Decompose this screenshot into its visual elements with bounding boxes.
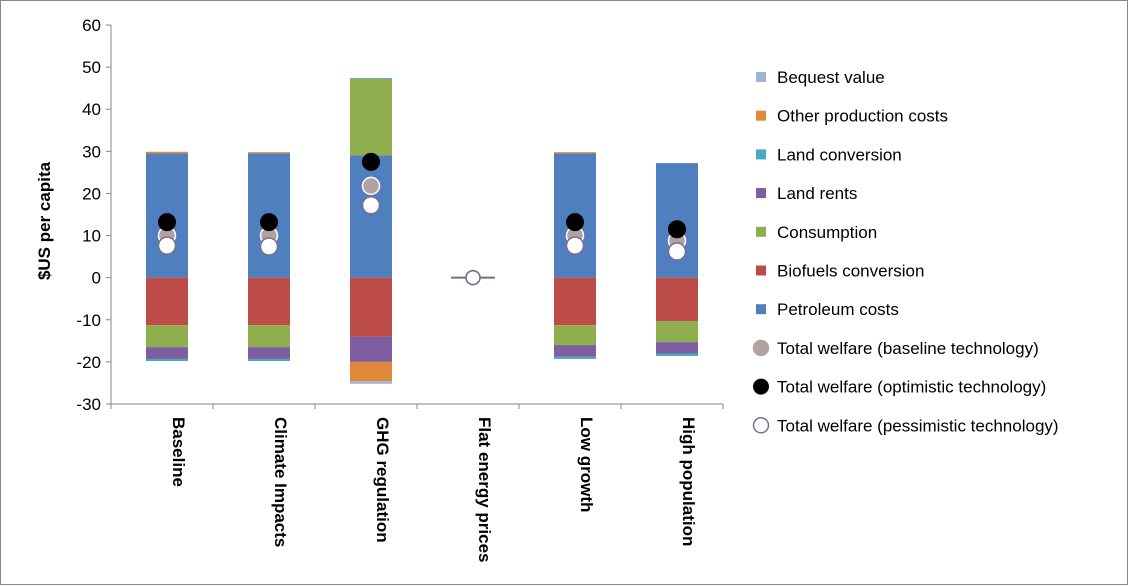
bar-segment-other-production-costs: [248, 152, 290, 154]
y-tick-label: 30: [82, 142, 101, 161]
bar-segment-petroleum-costs: [350, 155, 392, 278]
bar-segment-land-conversion: [350, 78, 392, 79]
x-category-label: Baseline: [169, 417, 188, 487]
y-axis-label: $US per capita: [35, 161, 54, 280]
x-category-label: Climate Impacts: [271, 417, 290, 547]
marker-white: [667, 242, 687, 261]
marker-white: [565, 236, 585, 255]
legend-marker: [752, 339, 770, 357]
marker-white: [259, 237, 279, 256]
x-category-label: GHG regulation: [373, 417, 392, 543]
bar-segment-land-rents: [248, 347, 290, 359]
legend-label: Total welfare (pessimistic technology): [777, 416, 1059, 435]
legend-marker: [752, 417, 770, 434]
y-tick-label: -30: [76, 395, 101, 414]
legend-label: Bequest value: [777, 68, 885, 87]
y-tick-label: 60: [82, 16, 101, 35]
marker-black: [668, 220, 686, 239]
bar-segment-biofuels-conversion: [350, 277, 392, 337]
bar-segment-land-rents: [350, 336, 392, 362]
marker-black: [158, 213, 176, 232]
bar-segment-consumption: [554, 325, 596, 346]
y-tick-label: 20: [82, 184, 101, 203]
marker-white: [361, 195, 381, 215]
legend-label: Land conversion: [777, 145, 902, 164]
bar-segment-biofuels-conversion: [146, 277, 188, 326]
x-category-label: Flat energy prices: [475, 417, 494, 563]
y-tick-label: -10: [76, 311, 101, 330]
legend-label: Consumption: [777, 223, 877, 242]
marker-black: [260, 213, 278, 232]
bar-segment-land-conversion: [146, 358, 188, 362]
legend-swatch: [756, 110, 766, 121]
bar-segment-bequest-value: [350, 381, 392, 384]
bar-segment-other-production-costs: [146, 151, 188, 154]
y-tick-label: 10: [82, 227, 101, 246]
y-tick-label: 40: [82, 100, 101, 119]
legend-swatch: [756, 188, 766, 199]
bar-segment-land-conversion: [656, 353, 698, 356]
legend-label: Other production costs: [777, 107, 948, 126]
bar-segment-other-production-costs: [350, 361, 392, 382]
y-tick-label: -20: [76, 353, 101, 372]
legend-swatch: [756, 265, 766, 276]
bar-segment-land-rents: [554, 345, 596, 357]
marker-total-welfare: [465, 269, 481, 286]
legend-swatch: [756, 226, 766, 237]
x-category-label: Low growth: [577, 417, 596, 512]
legend-label: Total welfare (baseline technology): [777, 339, 1039, 358]
marker-white: [157, 236, 177, 255]
marker-black: [362, 152, 380, 171]
legend-swatch: [756, 149, 766, 160]
bar-segment-land-conversion: [554, 356, 596, 359]
legend: Bequest value Other production costs Land …: [752, 68, 1059, 435]
bar-segment-biofuels-conversion: [554, 277, 596, 326]
bar-segment-biofuels-conversion: [656, 277, 698, 322]
y-tick-label: 50: [82, 58, 101, 77]
y-tick-label: 0: [92, 269, 101, 288]
bar-segment-land-rents: [146, 347, 188, 359]
bar-segment-biofuels-conversion: [248, 277, 290, 326]
legend-swatch: [756, 72, 766, 82]
marker-black: [566, 213, 584, 232]
legend-marker: [753, 378, 769, 395]
bar-segment-consumption: [656, 321, 698, 343]
x-category-label: High population: [679, 417, 698, 546]
bar-segment-consumption: [350, 78, 392, 156]
legend-label: Biofuels conversion: [777, 262, 924, 281]
legend-label: Total welfare (optimistic technology): [777, 378, 1046, 397]
bar-segment-other-production-costs: [554, 152, 596, 154]
legend-label: Land rents: [777, 184, 857, 203]
marker-grey: [361, 176, 381, 196]
plot-area: 60 50 40 30 20 10 0 -10 -20 -30 Baseline Climate Im…: [76, 16, 724, 563]
legend-label: Petroleum costs: [777, 300, 899, 319]
bar-segment-land-conversion: [248, 358, 290, 362]
legend-swatch: [756, 304, 766, 315]
bar-segment-land-rents: [656, 342, 698, 354]
bar-segment-consumption: [248, 325, 290, 348]
bar-segment-consumption: [146, 325, 188, 348]
